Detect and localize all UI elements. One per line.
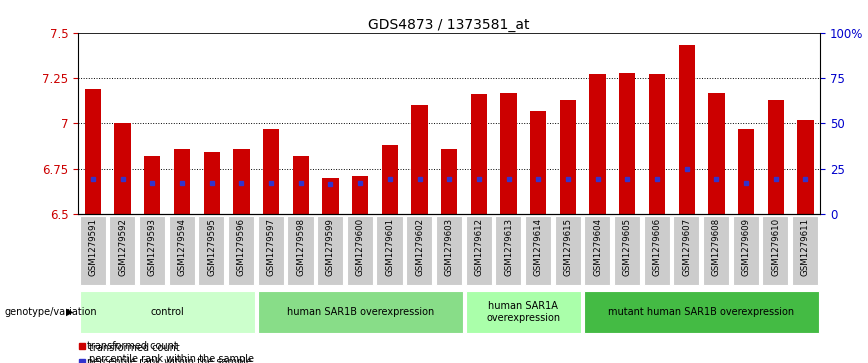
Bar [85, 89, 102, 214]
Bar [263, 129, 279, 214]
Text: GSM1279597: GSM1279597 [266, 218, 275, 276]
Text: transformed count: transformed count [87, 341, 178, 351]
FancyBboxPatch shape [436, 216, 462, 285]
FancyBboxPatch shape [644, 216, 670, 285]
FancyBboxPatch shape [199, 216, 225, 285]
Text: GSM1279598: GSM1279598 [296, 218, 306, 276]
Text: ▶: ▶ [66, 307, 74, 317]
Title: GDS4873 / 1373581_at: GDS4873 / 1373581_at [368, 18, 530, 32]
FancyBboxPatch shape [614, 216, 640, 285]
Text: GSM1279593: GSM1279593 [148, 218, 157, 276]
Bar [441, 149, 457, 214]
Bar [500, 93, 516, 214]
Text: GSM1279609: GSM1279609 [741, 218, 751, 276]
Bar [352, 176, 368, 214]
Bar [679, 45, 695, 214]
Text: GSM1279612: GSM1279612 [475, 218, 483, 276]
Bar [293, 156, 309, 214]
FancyBboxPatch shape [80, 216, 106, 285]
Bar [470, 94, 487, 214]
Text: GSM1279600: GSM1279600 [356, 218, 365, 276]
Text: GSM1279613: GSM1279613 [504, 218, 513, 276]
Bar [648, 74, 665, 214]
FancyBboxPatch shape [703, 216, 729, 285]
Text: control: control [150, 307, 184, 317]
Bar [797, 120, 813, 214]
FancyBboxPatch shape [733, 216, 759, 285]
Text: percentile rank within the sample: percentile rank within the sample [89, 354, 253, 363]
Text: GSM1279596: GSM1279596 [237, 218, 246, 276]
FancyBboxPatch shape [80, 291, 254, 333]
Text: mutant human SAR1B overexpression: mutant human SAR1B overexpression [608, 307, 794, 317]
Text: GSM1279610: GSM1279610 [772, 218, 780, 276]
Bar [174, 149, 190, 214]
Text: GSM1279591: GSM1279591 [89, 218, 97, 276]
Bar [738, 129, 754, 214]
Text: human SAR1B overexpression: human SAR1B overexpression [286, 307, 434, 317]
Text: GSM1279602: GSM1279602 [415, 218, 424, 276]
FancyBboxPatch shape [465, 216, 491, 285]
Bar [767, 100, 784, 214]
Text: GSM1279601: GSM1279601 [385, 218, 394, 276]
Text: GSM1279592: GSM1279592 [118, 218, 127, 276]
Bar [115, 123, 131, 214]
FancyBboxPatch shape [109, 216, 135, 285]
Text: transformed count: transformed count [89, 343, 180, 354]
Bar [203, 152, 220, 214]
Text: percentile rank within the sample: percentile rank within the sample [87, 357, 253, 363]
FancyBboxPatch shape [139, 216, 165, 285]
Bar [233, 149, 250, 214]
FancyBboxPatch shape [584, 291, 819, 333]
Text: GSM1279611: GSM1279611 [801, 218, 810, 276]
FancyBboxPatch shape [674, 216, 700, 285]
Bar [708, 93, 725, 214]
Bar [144, 156, 161, 214]
FancyBboxPatch shape [555, 216, 581, 285]
FancyBboxPatch shape [258, 291, 463, 333]
Bar [619, 73, 635, 214]
Text: human SAR1A
overexpression: human SAR1A overexpression [486, 301, 561, 323]
Bar [322, 178, 339, 214]
FancyBboxPatch shape [168, 216, 194, 285]
FancyBboxPatch shape [406, 216, 432, 285]
FancyBboxPatch shape [228, 216, 254, 285]
Bar [560, 100, 576, 214]
FancyBboxPatch shape [762, 216, 788, 285]
Bar [382, 145, 398, 214]
Text: GSM1279594: GSM1279594 [178, 218, 187, 276]
Text: GSM1279606: GSM1279606 [653, 218, 661, 276]
Text: GSM1279608: GSM1279608 [712, 218, 720, 276]
FancyBboxPatch shape [525, 216, 551, 285]
Bar [530, 111, 547, 214]
Text: GSM1279599: GSM1279599 [326, 218, 335, 276]
FancyBboxPatch shape [317, 216, 343, 285]
FancyBboxPatch shape [792, 216, 819, 285]
Text: GSM1279615: GSM1279615 [563, 218, 572, 276]
Text: genotype/variation: genotype/variation [4, 307, 97, 317]
Text: GSM1279603: GSM1279603 [444, 218, 454, 276]
FancyBboxPatch shape [496, 216, 522, 285]
Text: GSM1279607: GSM1279607 [682, 218, 691, 276]
FancyBboxPatch shape [347, 216, 373, 285]
FancyBboxPatch shape [465, 291, 582, 333]
Bar [589, 74, 606, 214]
Text: GSM1279614: GSM1279614 [534, 218, 542, 276]
Text: GSM1279595: GSM1279595 [207, 218, 216, 276]
FancyBboxPatch shape [377, 216, 403, 285]
FancyBboxPatch shape [258, 216, 284, 285]
FancyBboxPatch shape [287, 216, 313, 285]
Bar [411, 105, 428, 214]
Text: GSM1279604: GSM1279604 [593, 218, 602, 276]
FancyBboxPatch shape [584, 216, 610, 285]
Text: GSM1279605: GSM1279605 [623, 218, 632, 276]
